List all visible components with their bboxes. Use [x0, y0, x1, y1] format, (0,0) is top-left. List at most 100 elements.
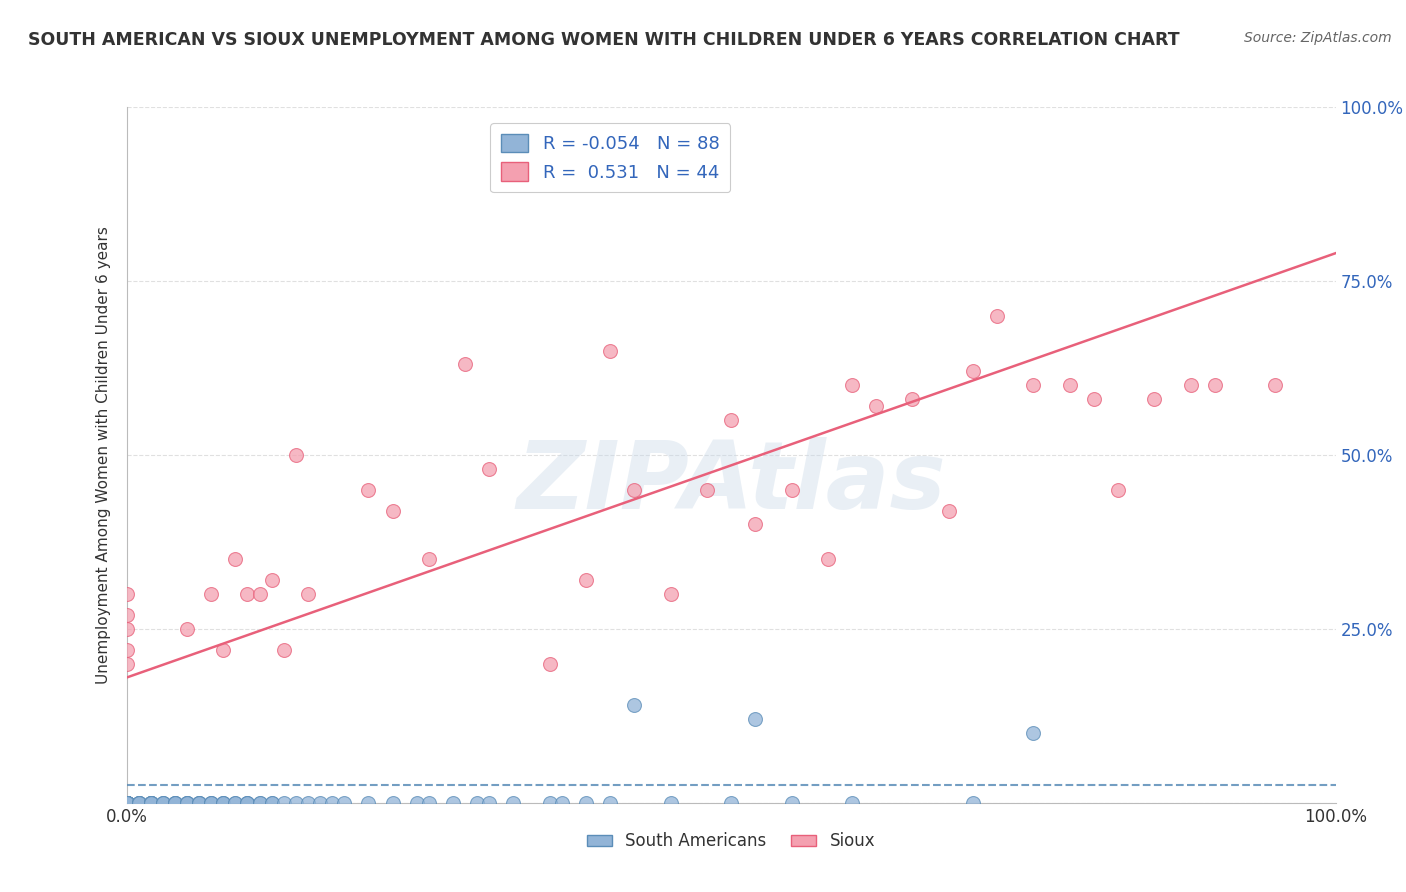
Legend: South Americans, Sioux: South Americans, Sioux: [581, 826, 882, 857]
Point: [188, 796, 211, 810]
Point: [115, 642, 138, 657]
Point: [720, 796, 742, 810]
Point: [575, 573, 598, 587]
Point: [115, 796, 138, 810]
Point: [115, 796, 138, 810]
Point: [260, 796, 283, 810]
Point: [236, 796, 259, 810]
Point: [260, 796, 283, 810]
Point: [212, 642, 235, 657]
Point: [720, 413, 742, 427]
Point: [188, 796, 211, 810]
Point: [249, 587, 271, 601]
Point: [236, 796, 259, 810]
Point: [465, 796, 488, 810]
Point: [115, 796, 138, 810]
Point: [962, 796, 984, 810]
Point: [212, 796, 235, 810]
Point: [115, 796, 138, 810]
Point: [273, 796, 295, 810]
Point: [599, 343, 621, 358]
Point: [128, 796, 150, 810]
Text: Source: ZipAtlas.com: Source: ZipAtlas.com: [1244, 31, 1392, 45]
Point: [780, 796, 803, 810]
Point: [200, 796, 222, 810]
Point: [115, 796, 138, 810]
Point: [115, 796, 138, 810]
Point: [623, 698, 645, 713]
Text: SOUTH AMERICAN VS SIOUX UNEMPLOYMENT AMONG WOMEN WITH CHILDREN UNDER 6 YEARS COR: SOUTH AMERICAN VS SIOUX UNEMPLOYMENT AMO…: [28, 31, 1180, 49]
Point: [152, 796, 174, 810]
Point: [1083, 392, 1105, 407]
Point: [249, 796, 271, 810]
Point: [200, 796, 222, 810]
Point: [115, 796, 138, 810]
Point: [284, 796, 307, 810]
Point: [538, 657, 561, 671]
Point: [478, 462, 501, 476]
Point: [418, 552, 440, 566]
Point: [128, 796, 150, 810]
Point: [224, 552, 246, 566]
Point: [551, 796, 574, 810]
Point: [273, 642, 295, 657]
Point: [841, 796, 863, 810]
Point: [115, 796, 138, 810]
Point: [575, 796, 598, 810]
Point: [128, 796, 150, 810]
Point: [139, 796, 162, 810]
Point: [115, 796, 138, 810]
Point: [454, 358, 477, 372]
Point: [212, 796, 235, 810]
Point: [297, 796, 319, 810]
Point: [236, 796, 259, 810]
Point: [115, 657, 138, 671]
Point: [139, 796, 162, 810]
Point: [115, 607, 138, 622]
Point: [1143, 392, 1166, 407]
Point: [224, 796, 246, 810]
Point: [188, 796, 211, 810]
Point: [115, 796, 138, 810]
Point: [418, 796, 440, 810]
Text: ZIPAtlas: ZIPAtlas: [516, 437, 946, 529]
Point: [139, 796, 162, 810]
Point: [901, 392, 924, 407]
Point: [115, 796, 138, 810]
Y-axis label: Unemployment Among Women with Children Under 6 years: Unemployment Among Women with Children U…: [96, 226, 111, 684]
Point: [115, 796, 138, 810]
Point: [1264, 378, 1286, 392]
Point: [962, 364, 984, 378]
Point: [357, 483, 380, 497]
Point: [115, 796, 138, 810]
Point: [139, 796, 162, 810]
Point: [659, 796, 682, 810]
Point: [139, 796, 162, 810]
Point: [139, 796, 162, 810]
Point: [176, 796, 198, 810]
Point: [200, 796, 222, 810]
Point: [176, 796, 198, 810]
Point: [502, 796, 524, 810]
Point: [744, 517, 766, 532]
Point: [176, 796, 198, 810]
Point: [623, 483, 645, 497]
Point: [744, 712, 766, 726]
Point: [115, 796, 138, 810]
Point: [381, 796, 404, 810]
Point: [938, 503, 960, 517]
Point: [139, 796, 162, 810]
Point: [441, 796, 464, 810]
Point: [538, 796, 561, 810]
Point: [357, 796, 380, 810]
Point: [817, 552, 839, 566]
Point: [224, 796, 246, 810]
Point: [260, 573, 283, 587]
Point: [696, 483, 718, 497]
Point: [986, 309, 1008, 323]
Point: [163, 796, 186, 810]
Point: [1022, 726, 1045, 740]
Point: [1022, 378, 1045, 392]
Point: [115, 796, 138, 810]
Point: [841, 378, 863, 392]
